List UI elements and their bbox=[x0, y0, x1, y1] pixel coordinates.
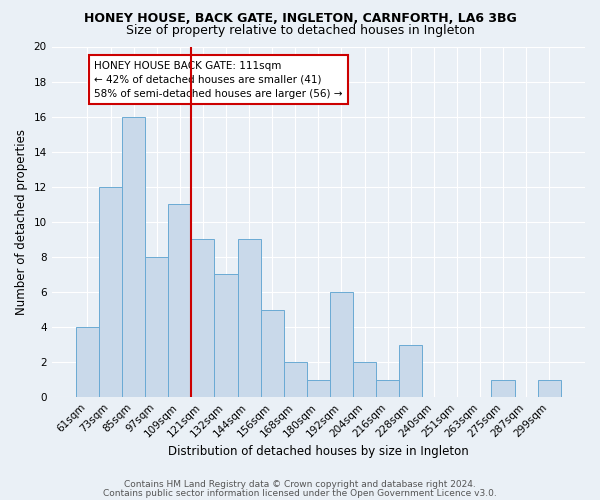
Bar bbox=[330, 292, 353, 397]
Bar bbox=[284, 362, 307, 397]
Bar bbox=[238, 240, 260, 397]
Text: Contains HM Land Registry data © Crown copyright and database right 2024.: Contains HM Land Registry data © Crown c… bbox=[124, 480, 476, 489]
Bar bbox=[491, 380, 515, 397]
Bar bbox=[99, 187, 122, 397]
Text: Size of property relative to detached houses in Ingleton: Size of property relative to detached ho… bbox=[125, 24, 475, 37]
Bar bbox=[399, 344, 422, 397]
Bar bbox=[122, 116, 145, 397]
Bar bbox=[538, 380, 561, 397]
Bar bbox=[191, 240, 214, 397]
X-axis label: Distribution of detached houses by size in Ingleton: Distribution of detached houses by size … bbox=[168, 444, 469, 458]
Bar bbox=[376, 380, 399, 397]
Bar bbox=[214, 274, 238, 397]
Bar bbox=[76, 327, 99, 397]
Y-axis label: Number of detached properties: Number of detached properties bbox=[15, 129, 28, 315]
Bar bbox=[260, 310, 284, 397]
Text: Contains public sector information licensed under the Open Government Licence v3: Contains public sector information licen… bbox=[103, 488, 497, 498]
Bar bbox=[307, 380, 330, 397]
Text: HONEY HOUSE BACK GATE: 111sqm
← 42% of detached houses are smaller (41)
58% of s: HONEY HOUSE BACK GATE: 111sqm ← 42% of d… bbox=[94, 60, 343, 98]
Bar bbox=[168, 204, 191, 397]
Text: HONEY HOUSE, BACK GATE, INGLETON, CARNFORTH, LA6 3BG: HONEY HOUSE, BACK GATE, INGLETON, CARNFO… bbox=[83, 12, 517, 24]
Bar bbox=[353, 362, 376, 397]
Bar bbox=[145, 257, 168, 397]
